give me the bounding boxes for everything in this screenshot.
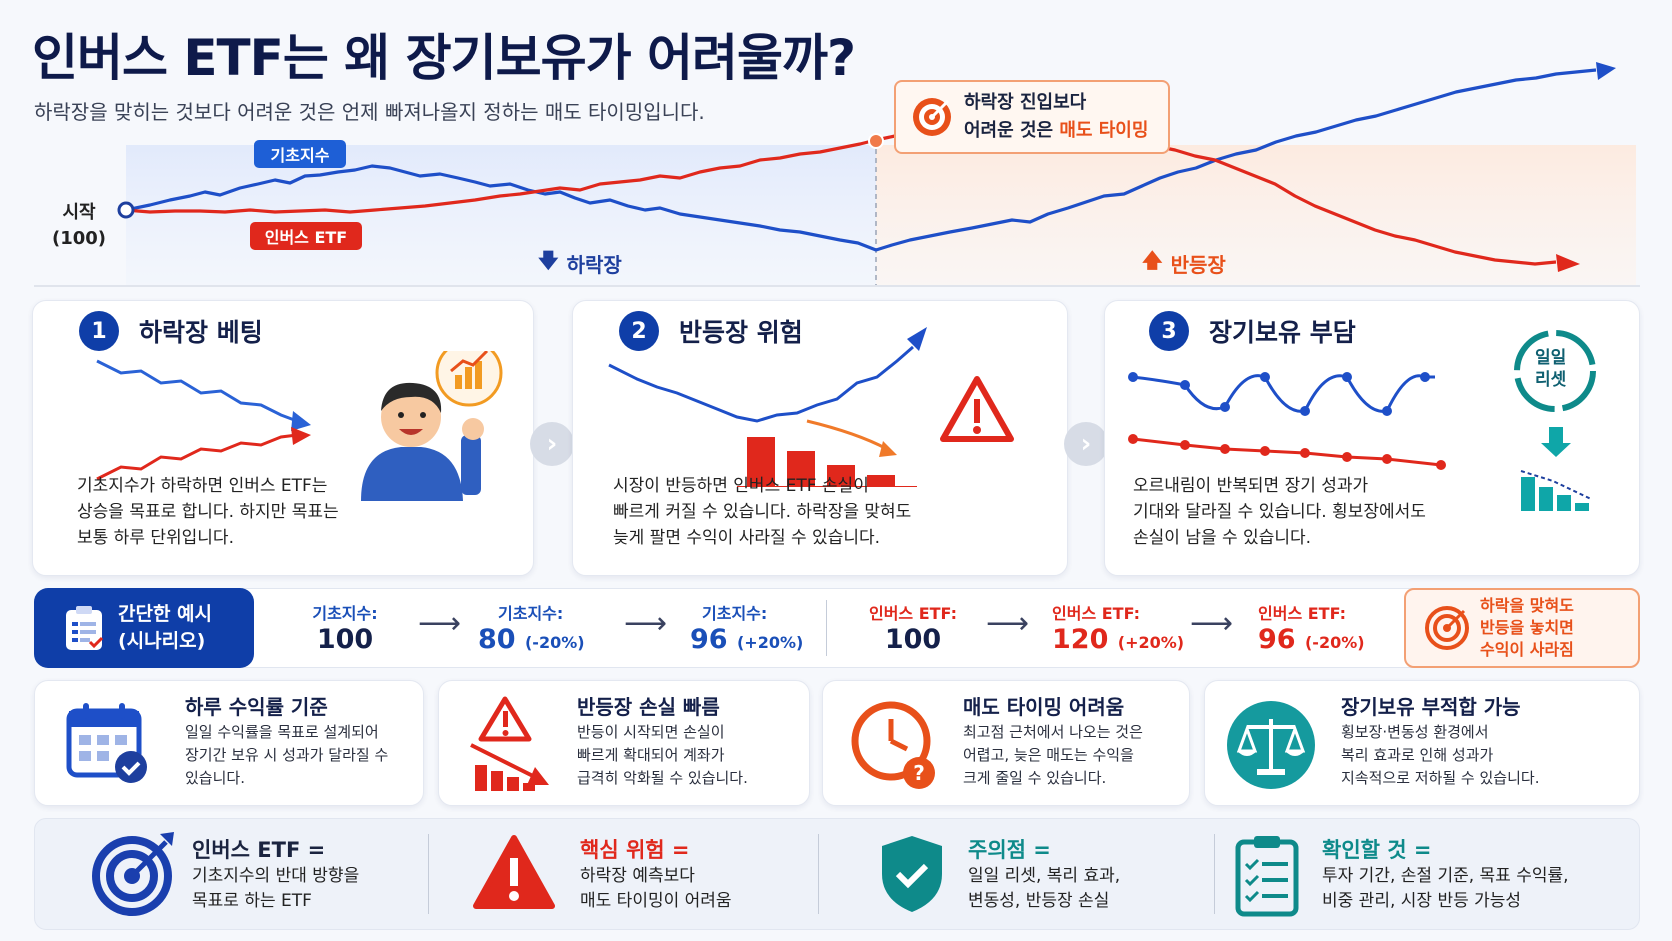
underlying-line xyxy=(125,68,1597,252)
card-rebound-risk: 2 반등장 위험 시장이 반등하면 인버스 ETF 손실이 빠르게 커질 수 있습… xyxy=(572,300,1068,576)
card-number: 1 xyxy=(79,311,119,351)
investor-figure xyxy=(361,382,484,501)
rebound-zone-label: 🡅 반등장 xyxy=(1142,246,1226,280)
flow-arrow-icon: ⟶ xyxy=(1190,606,1234,641)
rebound-risk-illustration xyxy=(608,327,1014,487)
start-label: 시작 (100) xyxy=(52,202,107,249)
underlying-tag: 기초지수 xyxy=(254,140,346,168)
daily-reset-label: 일일 리셋 xyxy=(1535,348,1567,390)
card-body: 시장이 반등하면 인버스 ETF 손실이 빠르게 커질 수 있습니다. 하락장을 … xyxy=(613,476,912,548)
example-divider xyxy=(826,600,827,656)
svg-text:?: ? xyxy=(913,761,925,785)
card-number: 3 xyxy=(1149,311,1189,351)
feature-rebound-loss: 반등장 손실 빠름 반등이 시작되면 손실이 빠르게 확대되어 계좌가 급격히 악화… xyxy=(438,680,810,806)
arrow-down-icon: 🡇 xyxy=(538,248,559,272)
summary-title: 인버스 ETF = xyxy=(192,838,326,862)
target-icon xyxy=(1425,606,1469,650)
bear-zone-label: 🡇 하락장 xyxy=(538,246,622,280)
card-number: 2 xyxy=(619,311,659,351)
card-title: 반등장 위험 xyxy=(679,318,803,347)
feature-body: 횡보장·변동성 환경에서 복리 효과로 인해 성과가 지속적으로 저하될 수 있습니… xyxy=(1341,723,1540,787)
feature-title: 반등장 손실 빠름 xyxy=(577,695,720,719)
summary-body: 투자 기간, 손절 기준, 목표 수익률, 비중 관리, 시장 반등 가능성 xyxy=(1322,866,1569,911)
arrow-up-icon: 🡅 xyxy=(1142,248,1163,272)
flow-underlying-1: 기초지수: 100 xyxy=(312,604,378,655)
card-title: 하락장 베팅 xyxy=(139,318,263,347)
example-box: 간단한 예시 (시나리오) xyxy=(34,588,254,668)
summary-title: 주의점 = xyxy=(968,838,1051,862)
summary-divider xyxy=(818,834,819,914)
summary-divider xyxy=(1214,834,1215,914)
feature-body: 최고점 근처에서 나오는 것은 어렵고, 늦은 매도는 수익을 크게 줄일 수 있습… xyxy=(963,723,1143,787)
target-arrow-icon xyxy=(92,832,174,916)
summary-title: 확인할 것 = xyxy=(1322,838,1432,862)
summary-band xyxy=(34,818,1640,930)
bear-zone-shade xyxy=(126,145,876,285)
warning-icon xyxy=(473,835,555,909)
flow-arrow-icon: ⟶ xyxy=(418,606,462,641)
scale-icon xyxy=(1227,701,1315,789)
example-row xyxy=(34,588,1640,668)
daily-reset-cycle-icon xyxy=(1514,330,1596,412)
flow-underlying-3: 기초지수: 96 (+20%) xyxy=(690,604,804,655)
chevron-right-icon: › xyxy=(1064,422,1108,466)
card-bear-bet: 1 하락장 베팅 기초지수가 하락하면 인버스 ETF는 상승을 목표로 합니다.… xyxy=(32,300,534,576)
feature-long-hold: 장기보유 부적합 가능 횡보장·변동성 환경에서 복리 효과로 인해 성과가 지속적… xyxy=(1204,680,1640,806)
page-title: 인버스 ETF는 왜 장기보유가 어려울까? xyxy=(32,29,856,87)
declining-bars-icon xyxy=(1520,427,1592,511)
feature-body: 일일 수익률을 목표로 설계되어 장기간 보유 시 성과가 달라질 수 있습니다. xyxy=(185,723,389,787)
clipboard-icon xyxy=(66,606,104,650)
top-line-chart xyxy=(34,62,1640,287)
summary-body: 하락장 예측보다 매도 타이밍이 어려움 xyxy=(580,866,732,911)
target-icon xyxy=(913,98,951,136)
bear-bet-illustration xyxy=(96,351,503,501)
flow-inverse-3: 인버스 ETF: 96 (-20%) xyxy=(1258,604,1365,655)
inverse-arrowhead xyxy=(1556,254,1580,272)
feature-title: 장기보유 부적합 가능 xyxy=(1341,695,1521,719)
clock-question-icon: ? xyxy=(851,701,935,789)
feature-daily-return: 하루 수익률 기준 일일 수익률을 목표로 설계되어 장기간 보유 시 성과가 달… xyxy=(34,680,424,806)
calendar-check-icon xyxy=(66,703,147,783)
inverse-tag: 인버스 ETF xyxy=(250,222,362,250)
feature-title: 하루 수익률 기준 xyxy=(185,695,328,719)
start-point xyxy=(117,201,135,219)
summary-title: 핵심 위험 = xyxy=(580,838,690,862)
volatility-illustration xyxy=(1128,372,1446,470)
card-title: 장기보유 부담 xyxy=(1209,318,1356,347)
feature-body: 반등이 시작되면 손실이 빠르게 확대되어 계좌가 급격히 악화될 수 있습니다. xyxy=(577,723,748,787)
summary-body: 일일 리셋, 복리 효과, 변동성, 반등장 손실 xyxy=(968,866,1121,911)
warning-callout: 하락을 맞혀도 반등을 놓치면 수익이 사라짐 xyxy=(1404,588,1640,668)
checklist-icon xyxy=(1235,836,1299,917)
flow-inverse-2: 인버스 ETF: 120 (+20%) xyxy=(1052,604,1185,655)
flow-arrow-icon: ⟶ xyxy=(624,606,668,641)
underlying-arrowhead xyxy=(1596,62,1616,80)
flow-inverse-1: 인버스 ETF: 100 xyxy=(868,604,958,655)
flow-underlying-2: 기초지수: 80 (-20%) xyxy=(478,604,585,655)
warning-icon xyxy=(940,376,1014,442)
chevron-right-icon: › xyxy=(530,422,574,466)
feature-title: 매도 타이밍 어려움 xyxy=(963,695,1125,719)
flow-arrow-icon: ⟶ xyxy=(986,606,1030,641)
shield-check-icon xyxy=(882,836,942,912)
card-long-hold: 3 장기보유 부담 일일 리셋 오르내림이 반복되면 장기 성과가 기대와 달라질 … xyxy=(1104,300,1640,576)
feature-sell-timing: ? 매도 타이밍 어려움 최고점 근처에서 나오는 것은 어렵고, 늦은 매도는 … xyxy=(822,680,1190,806)
timing-callout: 하락장 진입보다 어려운 것은 매도 타이밍 xyxy=(894,80,1170,154)
summary-divider xyxy=(428,834,429,914)
warning-decline-icon xyxy=(470,696,549,791)
card-body: 오르내림이 반복되면 장기 성과가 기대와 달라질 수 있습니다. 횡보장에서도 손… xyxy=(1133,476,1426,548)
page-subtitle: 하락장을 맞히는 것보다 어려운 것은 언제 빠져나올지 정하는 매도 타이밍입… xyxy=(34,100,705,124)
peak-point xyxy=(868,133,884,149)
chart-bubble-icon xyxy=(435,351,503,407)
card-body: 기초지수가 하락하면 인버스 ETF는 상승을 목표로 합니다. 하지만 목표는 보… xyxy=(77,476,339,548)
summary-body: 기초지수의 반대 방향을 목표로 하는 ETF xyxy=(192,866,360,911)
